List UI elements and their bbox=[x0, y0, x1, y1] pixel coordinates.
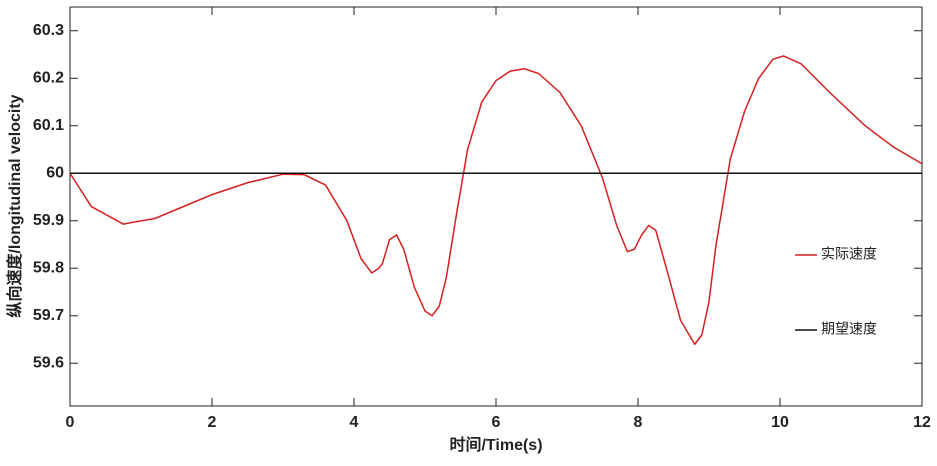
y-axis-label: 纵向速度/longitudinal velocity bbox=[5, 94, 24, 317]
legend-label: 期望速度 bbox=[821, 321, 877, 337]
y-tick-label: 60.2 bbox=[33, 69, 64, 86]
x-tick-label: 6 bbox=[492, 414, 501, 431]
x-tick-label: 10 bbox=[771, 414, 789, 431]
y-tick-label: 60.3 bbox=[33, 22, 64, 39]
y-tick-label: 59.9 bbox=[33, 212, 64, 229]
x-tick-label: 8 bbox=[634, 414, 643, 431]
x-tick-label: 2 bbox=[208, 414, 217, 431]
plot-frame bbox=[69, 6, 923, 407]
x-tick-label: 12 bbox=[913, 414, 931, 431]
y-tick-label: 60.1 bbox=[33, 117, 64, 134]
y-tick-label: 59.6 bbox=[33, 354, 64, 371]
y-tick-label: 59.8 bbox=[33, 259, 64, 276]
y-tick-label: 59.7 bbox=[33, 307, 64, 324]
line-series bbox=[69, 55, 923, 346]
x-axis-label: 时间/Time(s) bbox=[449, 435, 542, 454]
y-tick-label: 60 bbox=[46, 164, 64, 181]
legend-label: 实际速度 bbox=[821, 246, 877, 262]
x-tick-label: 0 bbox=[66, 414, 75, 431]
x-tick-label: 4 bbox=[350, 414, 359, 431]
